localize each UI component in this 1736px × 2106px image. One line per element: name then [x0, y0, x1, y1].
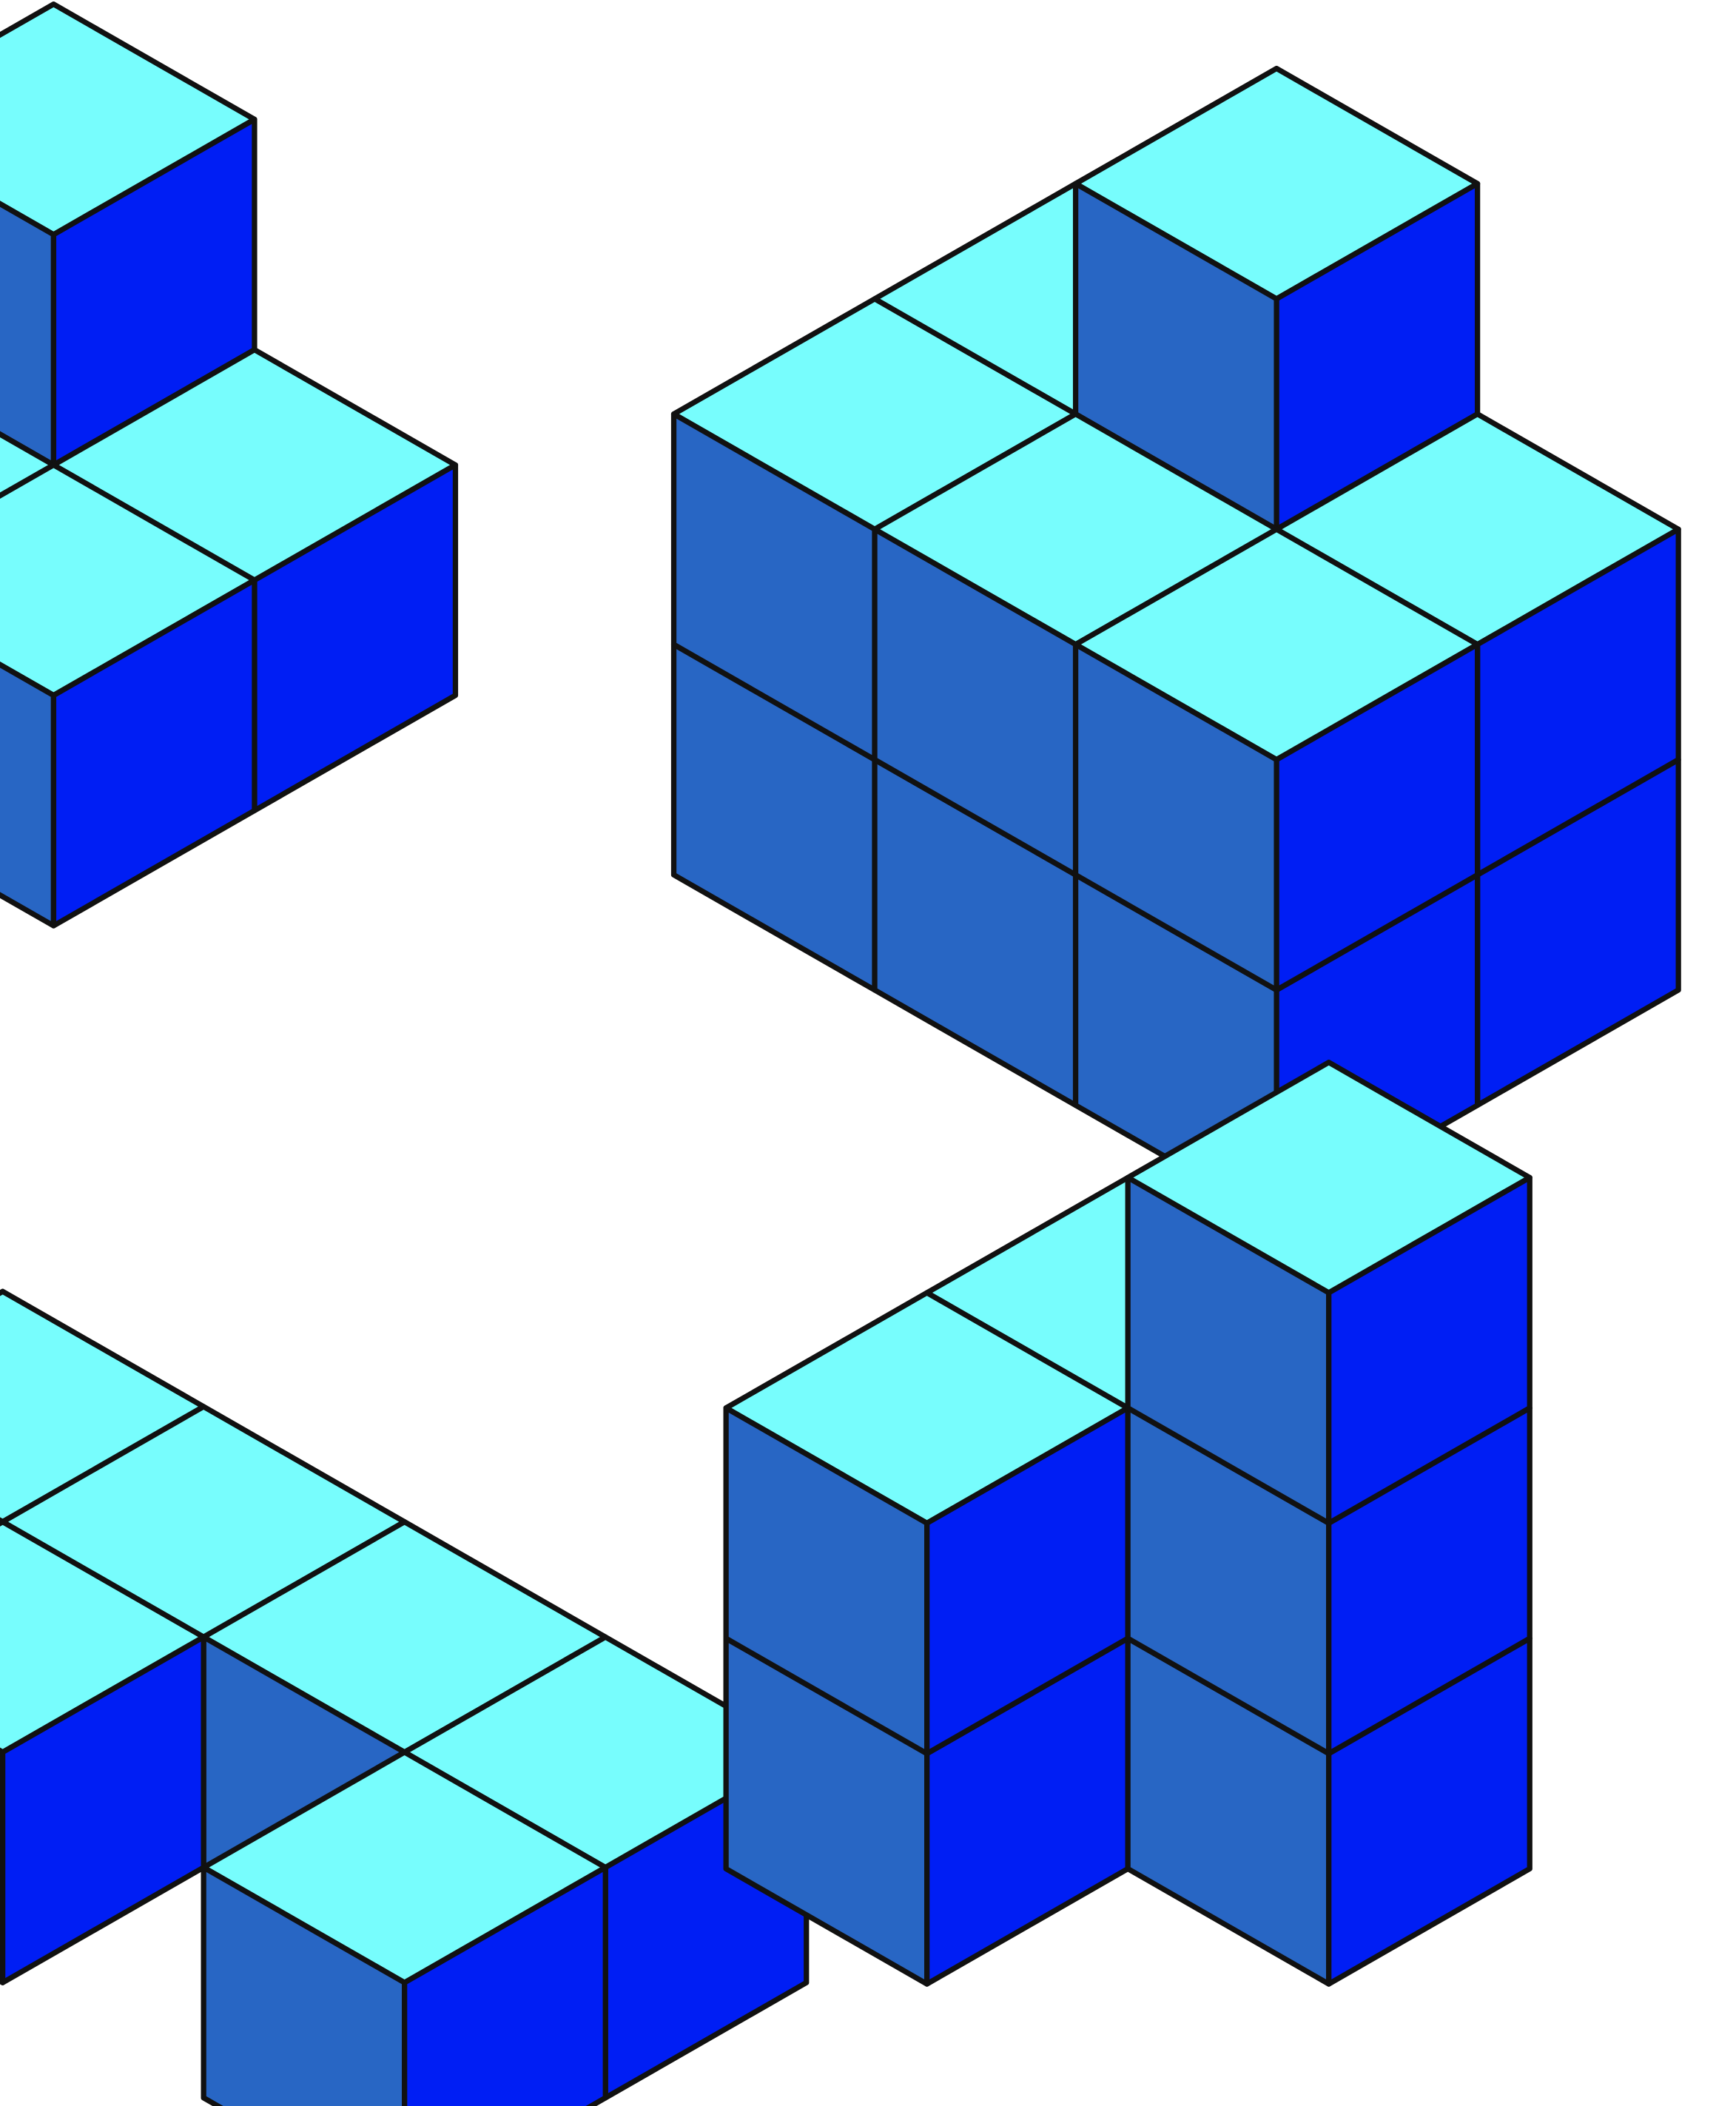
cube-right-face: [0, 1634, 206, 1985]
figure-top-left: [0, 1, 459, 929]
figure-top-right: [670, 65, 1681, 1223]
figure-bottom-right: [723, 1060, 1533, 1987]
cube-right-face: [50, 577, 258, 929]
cube-right-face: [402, 1864, 608, 2106]
cube-right-face: [1326, 1174, 1533, 1526]
figure-bottom-left: [0, 1288, 810, 2106]
cube-right-face: [1274, 642, 1481, 993]
cube-top-face: [0, 431, 57, 499]
